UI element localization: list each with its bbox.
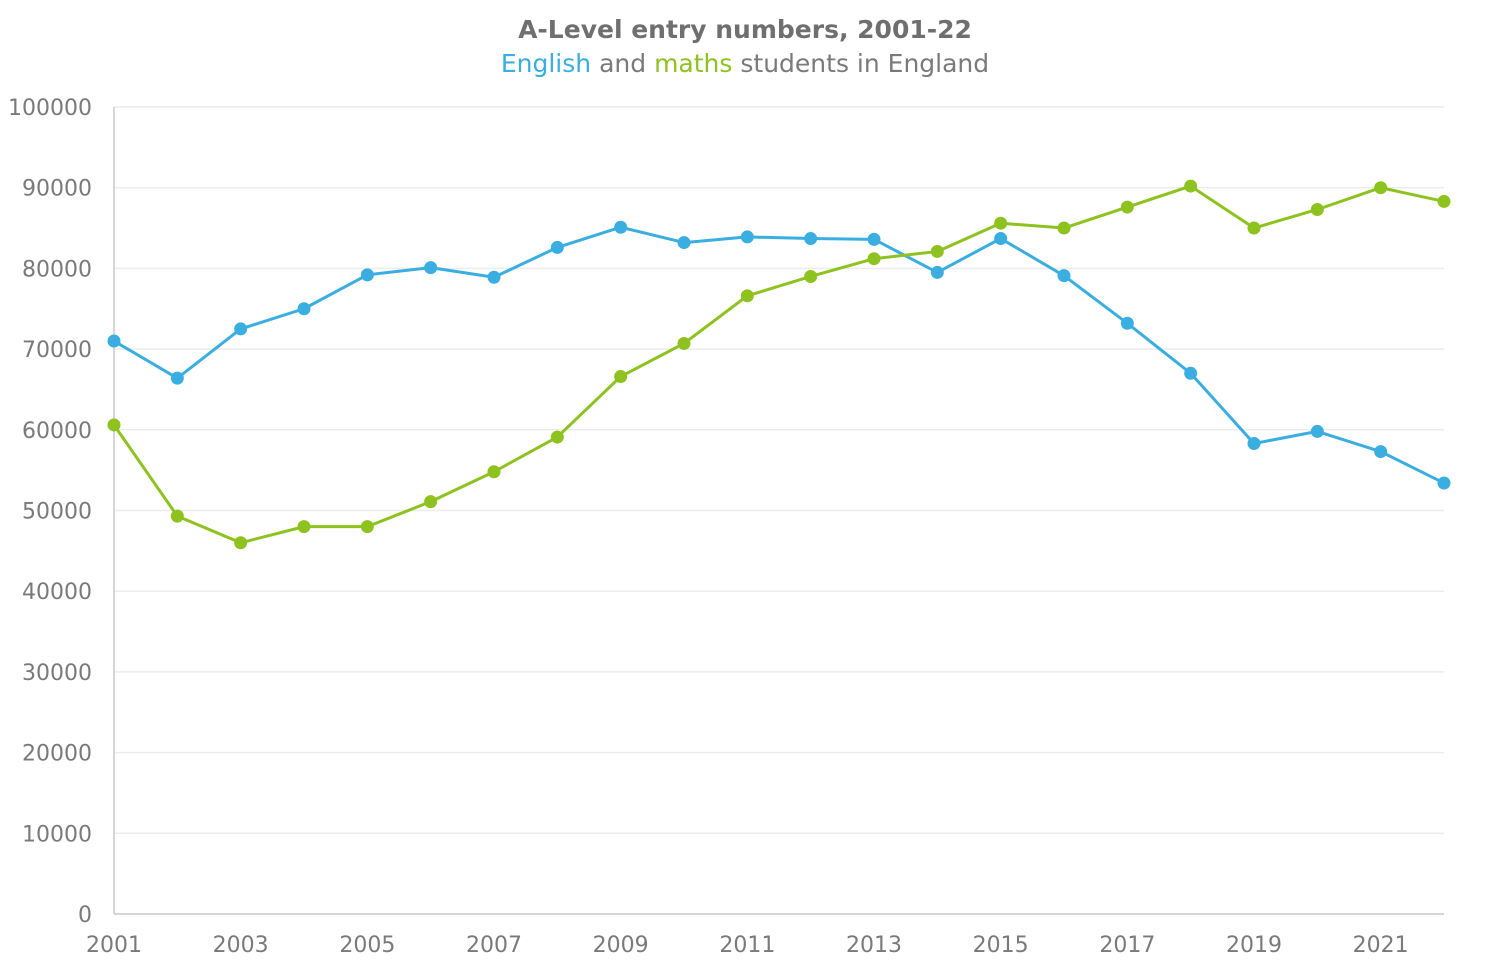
- point-english-2002: [170, 371, 184, 385]
- point-maths-2013: [867, 252, 881, 266]
- point-english-2016: [1057, 269, 1071, 283]
- point-english-2017: [1120, 316, 1134, 330]
- point-maths-2020: [1310, 202, 1324, 216]
- point-english-2005: [360, 268, 374, 282]
- point-maths-2015: [994, 216, 1008, 230]
- point-english-2020: [1310, 424, 1324, 438]
- y-tick-label-0: 0: [78, 903, 92, 928]
- point-english-2008: [550, 240, 564, 254]
- point-maths-2004: [297, 520, 311, 534]
- chart-subtitle: English and maths students in England: [501, 49, 989, 78]
- point-english-2018: [1184, 366, 1198, 380]
- series-lines: [112, 184, 1446, 545]
- x-tick-label-2005: 2005: [339, 933, 395, 958]
- y-tick-label-20000: 20000: [22, 742, 92, 767]
- point-maths-2019: [1247, 221, 1261, 235]
- point-maths-2007: [487, 465, 501, 479]
- x-tick-label-2001: 2001: [86, 933, 142, 958]
- x-tick-labels: 2001 2003 2005 2007 2009 2011 2013 2015 2017 2019…: [86, 933, 1409, 958]
- y-tick-label-10000: 10000: [22, 822, 92, 847]
- point-english-2013: [867, 232, 881, 246]
- point-english-2003: [234, 322, 248, 336]
- point-maths-2006: [424, 495, 438, 509]
- y-tick-label-80000: 80000: [22, 257, 92, 282]
- point-english-2006: [424, 261, 438, 275]
- y-tick-label-70000: 70000: [22, 338, 92, 363]
- x-tick-label-2017: 2017: [1099, 933, 1155, 958]
- point-english-2011: [740, 230, 754, 244]
- point-maths-2021: [1374, 181, 1388, 195]
- x-tick-label-2015: 2015: [973, 933, 1029, 958]
- point-maths-2022: [1437, 194, 1451, 208]
- chart-title: A-Level entry numbers, 2001-22: [518, 15, 972, 44]
- y-tick-label-100000: 100000: [8, 96, 92, 121]
- subtitle-part-1: and: [591, 49, 654, 78]
- point-maths-2018: [1184, 179, 1198, 193]
- point-english-2022: [1437, 476, 1451, 490]
- point-english-2012: [804, 232, 818, 246]
- point-english-2007: [487, 270, 501, 284]
- x-tick-label-2019: 2019: [1226, 933, 1282, 958]
- point-english-2010: [677, 236, 691, 250]
- point-maths-2005: [360, 520, 374, 534]
- point-maths-2009: [614, 370, 628, 384]
- point-maths-2017: [1120, 200, 1134, 214]
- subtitle-part-0: English: [501, 49, 591, 78]
- point-maths-2012: [804, 269, 818, 283]
- grid-lines: [114, 106, 1444, 835]
- point-maths-2014: [930, 244, 944, 258]
- y-tick-labels: 0 10000 20000 30000 40000 50000 60000 70000 8000…: [8, 96, 92, 928]
- point-english-2004: [297, 302, 311, 316]
- point-maths-2010: [677, 336, 691, 350]
- point-english-2015: [994, 232, 1008, 246]
- y-tick-label-60000: 60000: [22, 419, 92, 444]
- point-english-2019: [1247, 437, 1261, 451]
- subtitle-part-3: students in England: [732, 49, 989, 78]
- point-maths-2008: [550, 430, 564, 444]
- x-tick-label-2009: 2009: [593, 933, 649, 958]
- x-tick-label-2007: 2007: [466, 933, 522, 958]
- series-line-maths: [112, 184, 1446, 545]
- point-maths-2011: [740, 289, 754, 303]
- x-tick-label-2021: 2021: [1353, 933, 1409, 958]
- point-maths-2002: [170, 509, 184, 523]
- y-tick-label-90000: 90000: [22, 177, 92, 202]
- x-tick-label-2003: 2003: [213, 933, 269, 958]
- point-maths-2001: [107, 418, 121, 432]
- data-points: [107, 179, 1451, 550]
- x-tick-label-2011: 2011: [719, 933, 775, 958]
- point-maths-2003: [234, 536, 248, 550]
- point-english-2021: [1374, 445, 1388, 459]
- series-line-english: [112, 225, 1446, 485]
- y-tick-label-50000: 50000: [22, 500, 92, 525]
- point-english-2014: [930, 265, 944, 279]
- subtitle-part-2: maths: [654, 49, 732, 78]
- point-english-2009: [614, 220, 628, 234]
- point-maths-2016: [1057, 221, 1071, 235]
- axes: [113, 107, 1444, 915]
- y-tick-label-40000: 40000: [22, 580, 92, 605]
- x-tick-label-2013: 2013: [846, 933, 902, 958]
- point-english-2001: [107, 334, 121, 348]
- y-tick-label-30000: 30000: [22, 661, 92, 686]
